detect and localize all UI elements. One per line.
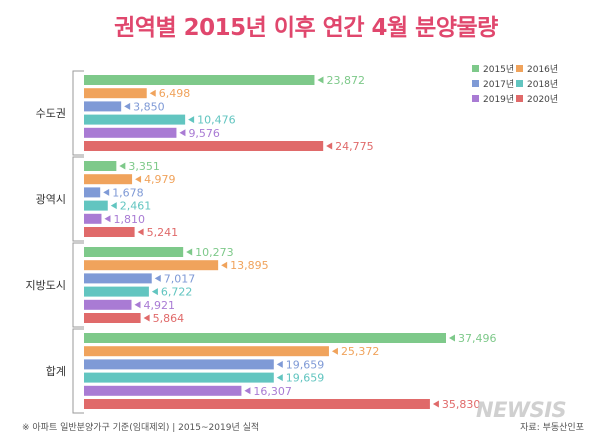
data-label-pointer: [326, 142, 333, 150]
data-label: 7,017: [164, 272, 196, 285]
newsis-watermark: NEWSIS: [476, 398, 567, 422]
legend-swatch: [472, 80, 479, 87]
data-label-pointer: [151, 288, 158, 296]
bar: [84, 101, 122, 112]
legend-swatch: [516, 95, 523, 102]
data-label: 9,576: [188, 127, 220, 140]
data-label: 4,921: [144, 299, 176, 312]
legend-label: 2019년: [483, 94, 514, 105]
data-label: 23,872: [326, 74, 365, 87]
data-label-pointer: [134, 301, 141, 309]
data-label-pointer: [137, 228, 144, 236]
data-label-pointer: [276, 360, 283, 368]
bar: [84, 299, 132, 310]
bar: [84, 127, 177, 138]
legend-swatch: [516, 80, 523, 87]
data-label: 37,496: [458, 332, 497, 345]
bar: [84, 213, 102, 224]
data-label: 5,241: [147, 226, 179, 239]
legend-label: 2017년: [483, 79, 514, 90]
data-label-pointer: [186, 248, 193, 256]
data-label: 19,659: [286, 358, 325, 371]
legend-label: 2020년: [527, 94, 558, 105]
bar: [84, 227, 135, 237]
data-label-pointer: [154, 274, 161, 282]
data-label: 3,850: [133, 100, 165, 113]
data-label-pointer: [149, 89, 156, 97]
bar: [84, 286, 149, 297]
bar: [84, 161, 117, 171]
data-label: 6,722: [161, 286, 193, 299]
data-label-pointer: [104, 215, 111, 223]
bar: [84, 75, 315, 85]
legend-label: 2015년: [483, 64, 514, 75]
bar: [84, 88, 147, 99]
legend-swatch: [472, 65, 479, 72]
bar: [84, 313, 141, 323]
chart-title: 권역별 2015년 이후 연간 4월 분양물량: [114, 15, 498, 41]
data-label: 1,810: [113, 213, 145, 226]
data-label: 10,476: [197, 114, 236, 127]
bar: [84, 273, 152, 284]
data-label-pointer: [449, 334, 455, 342]
data-label-pointer: [432, 400, 439, 408]
data-label: 3,351: [128, 160, 160, 173]
category-bracket: [72, 242, 84, 328]
bar: [84, 399, 430, 409]
data-label: 10,273: [195, 246, 234, 259]
bar: [84, 141, 324, 151]
category-bracket: [72, 156, 84, 242]
data-label-pointer: [276, 374, 283, 382]
bar: [84, 333, 446, 343]
data-label: 24,775: [335, 140, 374, 153]
category-label: 광역시: [36, 193, 66, 206]
category-label: 지방도시: [26, 279, 66, 292]
bar: [84, 359, 274, 370]
bar: [84, 187, 101, 198]
legend-label: 2016년: [527, 64, 558, 75]
data-label-pointer: [110, 202, 117, 210]
data-label: 2,461: [120, 200, 152, 213]
legend-swatch: [516, 65, 523, 72]
bar: [84, 200, 108, 211]
data-label-pointer: [221, 261, 228, 269]
bar: [84, 114, 186, 125]
data-label: 35,830: [442, 398, 481, 411]
bar: [84, 260, 219, 271]
legend-label: 2018년: [527, 79, 558, 90]
data-label: 13,895: [230, 259, 269, 272]
data-label-pointer: [119, 162, 126, 170]
footnote: ※ 아파트 일반분양가구 기준(임대제외) | 2015~2019년 실적: [22, 423, 260, 433]
data-label: 25,372: [341, 345, 380, 358]
data-label: 1,678: [112, 186, 143, 199]
category-bracket: [72, 70, 84, 156]
data-label-pointer: [317, 76, 324, 84]
data-label-pointer: [331, 347, 338, 355]
data-label-pointer: [124, 102, 131, 110]
bar: [84, 247, 184, 257]
data-label: 16,307: [253, 385, 292, 398]
data-label: 4,979: [144, 173, 176, 186]
data-label-pointer: [188, 116, 195, 124]
bar: [84, 385, 242, 396]
data-label: 6,498: [159, 87, 191, 100]
category-label: 수도권: [36, 107, 66, 120]
category-label: 합계: [46, 365, 66, 378]
data-label-pointer: [103, 188, 110, 196]
data-label-pointer: [143, 314, 150, 322]
bar: [84, 372, 274, 383]
legend-swatch: [472, 95, 479, 102]
data-label: 19,659: [286, 372, 325, 385]
data-label-pointer: [244, 387, 251, 395]
bar: [84, 346, 329, 357]
bar: [84, 174, 133, 185]
data-label-pointer: [135, 175, 142, 183]
data-label-pointer: [179, 129, 186, 137]
data-label: 5,864: [153, 312, 185, 325]
category-bracket: [72, 328, 84, 414]
source-credit: 자료: 부동산인포: [520, 423, 584, 433]
